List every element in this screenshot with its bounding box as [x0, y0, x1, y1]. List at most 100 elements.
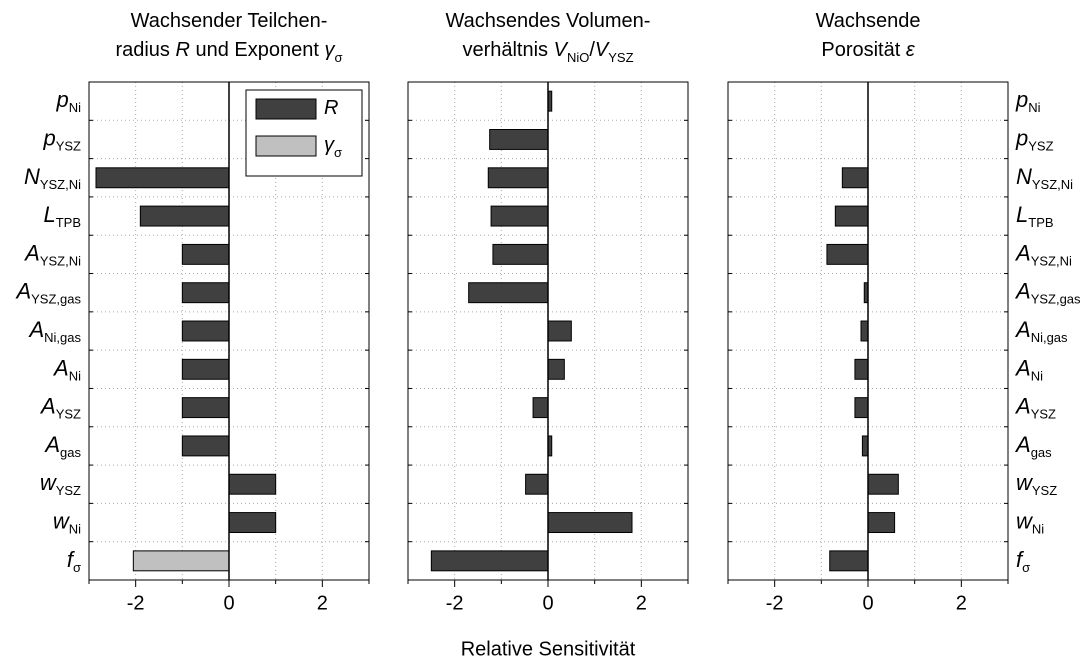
category-symbol: A	[1014, 240, 1031, 265]
text-segment: YSZ	[608, 50, 633, 65]
category-symbol: w	[40, 470, 58, 495]
category-subscript: YSZ	[1031, 407, 1056, 422]
bar	[228, 512, 277, 533]
category-symbol: A	[1014, 279, 1031, 304]
x-tick-label: 2	[636, 592, 647, 614]
category-subscript: Ni	[1032, 521, 1044, 536]
category-symbol: p	[55, 87, 68, 112]
y-tick-label: ANi,gas	[27, 317, 81, 345]
x-tick-label: 0	[542, 592, 553, 614]
category-symbol: A	[23, 240, 40, 265]
category-subscript: TPB	[1028, 215, 1053, 230]
y-tick-label: pYSZ	[42, 125, 81, 153]
category-subscript: gas	[60, 445, 81, 460]
legend-swatch	[255, 135, 317, 157]
bar	[826, 243, 869, 265]
text-segment: Porosität	[821, 39, 905, 61]
category-symbol: L	[43, 202, 55, 227]
text-segment: Wachsender Teilchen-	[131, 10, 328, 32]
text-segment: verhältnis	[462, 39, 553, 61]
category-symbol: A	[14, 279, 31, 304]
category-subscript: σ	[73, 560, 81, 575]
bar	[181, 358, 230, 380]
bar	[489, 129, 549, 150]
y-tick-label: AYSZ,Ni	[23, 240, 81, 268]
category-symbol: A	[27, 317, 44, 342]
y-tick-label: fσ	[1016, 547, 1030, 575]
category-symbol: w	[1016, 508, 1034, 533]
category-subscript: YSZ	[1032, 483, 1057, 498]
y-tick-label: wYSZ	[40, 470, 81, 498]
panel-title: Wachsende	[816, 10, 921, 32]
text-segment: Wachsendes Volumen-	[446, 10, 651, 32]
bar	[181, 397, 230, 419]
category-symbol: A	[52, 355, 69, 380]
legend-label: R	[324, 97, 338, 119]
x-tick-label: -2	[766, 592, 784, 614]
text-segment: NiO	[567, 50, 589, 65]
bar	[181, 282, 230, 304]
category-subscript: YSZ,Ni	[1032, 177, 1073, 192]
category-symbol: w	[1016, 470, 1034, 495]
category-subscript: Ni	[1028, 100, 1040, 115]
bar	[139, 205, 230, 227]
x-tick-label: -2	[446, 592, 464, 614]
category-subscript: YSZ	[56, 483, 81, 498]
bar	[132, 550, 230, 572]
category-symbol: A	[1014, 355, 1031, 380]
text-segment: γ	[325, 39, 336, 61]
category-subscript: YSZ,Ni	[40, 177, 81, 192]
category-symbol: p	[1015, 87, 1028, 112]
legend-label: γσ	[324, 134, 342, 160]
y-tick-label: LTPB	[43, 202, 81, 230]
y-tick-label: fσ	[67, 547, 81, 575]
bar	[181, 320, 230, 342]
category-subscript: YSZ,Ni	[1031, 253, 1072, 268]
bar	[547, 358, 565, 380]
text-segment: ε	[906, 39, 916, 61]
bar	[228, 473, 277, 495]
bar	[860, 320, 869, 342]
text-segment: σ	[334, 145, 342, 160]
y-tick-label: ANi	[52, 355, 81, 383]
bar	[490, 205, 549, 227]
category-subscript: YSZ,gas	[1031, 292, 1081, 307]
bar	[547, 512, 633, 533]
category-symbol: N	[24, 164, 40, 189]
category-subscript: TPB	[56, 215, 81, 230]
y-tick-label: Agas	[43, 432, 81, 460]
y-tick-label: pYSZ	[1015, 125, 1054, 153]
category-symbol: f	[67, 547, 76, 572]
category-subscript: Ni,gas	[44, 330, 81, 345]
bar	[95, 167, 230, 189]
category-symbol: p	[42, 125, 55, 150]
category-subscript: Ni	[69, 521, 81, 536]
y-tick-label: Agas	[1014, 432, 1052, 460]
bar	[532, 397, 549, 419]
bar	[841, 167, 869, 189]
bar	[492, 243, 549, 265]
y-tick-label: AYSZ	[1014, 393, 1056, 421]
bar	[547, 320, 572, 342]
text-segment: σ	[335, 50, 343, 65]
panel-title: Wachsender Teilchen-	[131, 10, 328, 32]
text-segment: Wachsende	[816, 10, 921, 32]
panel-title: Wachsendes Volumen-	[446, 10, 651, 32]
text-segment: γ	[324, 134, 335, 156]
x-tick-label: 2	[317, 592, 328, 614]
bar	[834, 205, 869, 227]
category-symbol: A	[39, 393, 56, 418]
legend-swatch	[255, 98, 317, 120]
y-tick-label: AYSZ,Ni	[1014, 240, 1072, 268]
text-segment: /	[589, 39, 595, 61]
y-tick-label: wNi	[1016, 508, 1044, 536]
category-subscript: YSZ,Ni	[40, 253, 81, 268]
bar	[468, 282, 549, 304]
category-symbol: N	[1016, 164, 1032, 189]
text-segment: R	[175, 39, 189, 61]
y-tick-label: ANi	[1014, 355, 1043, 383]
text-segment: und Exponent	[190, 39, 325, 61]
category-symbol: L	[1016, 202, 1028, 227]
bar	[854, 397, 869, 419]
